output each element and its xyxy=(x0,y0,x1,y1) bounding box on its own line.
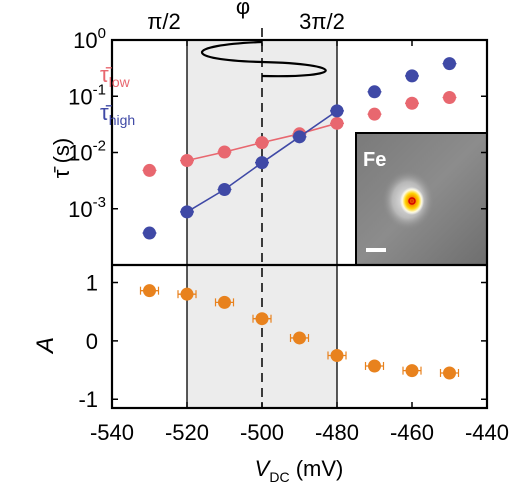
data-point-low xyxy=(368,107,381,121)
data-point-low xyxy=(330,116,344,130)
data-point-amplitude xyxy=(218,295,231,309)
data-point-high xyxy=(368,85,381,99)
legend-low: τ̄low xyxy=(100,62,131,90)
data-point-low xyxy=(443,91,456,105)
x-axis-label: VDC (mV) xyxy=(255,456,344,485)
data-point-amplitude xyxy=(180,287,194,301)
data-point-low xyxy=(180,154,194,168)
data-point-amplitude xyxy=(405,364,419,378)
y-tick-label: 1 xyxy=(86,271,98,296)
x-tick-label: -480 xyxy=(315,420,359,445)
y-tick-label: 10-2 xyxy=(68,138,106,166)
data-point-low xyxy=(143,163,156,177)
data-point-low xyxy=(255,136,269,150)
svg-text:τ̄ (s): τ̄ (s) xyxy=(49,138,74,178)
y-axis-label-top-text: τ̄ (s) xyxy=(49,138,74,178)
data-point-amplitude xyxy=(330,348,344,362)
phase-oscillation-curve xyxy=(200,40,327,78)
data-point-amplitude xyxy=(143,284,156,298)
axis-ticks xyxy=(111,39,488,408)
data-point-high xyxy=(180,205,194,219)
inset-label: Fe xyxy=(363,149,386,171)
x-tick-label: -500 xyxy=(240,420,284,445)
data-point-low xyxy=(218,145,231,159)
data-point-high xyxy=(255,156,269,170)
data-point-amplitude xyxy=(368,359,381,373)
tau-series xyxy=(142,57,457,240)
vertical-guide-lines xyxy=(186,28,338,408)
data-point-high xyxy=(443,57,456,71)
phase-label-left: π/2 xyxy=(147,9,181,34)
x-tick-label: -440 xyxy=(465,420,509,445)
y-tick-labels-top: 100 10-1 10-2 10-3 xyxy=(68,25,106,222)
y-tick-labels-bottom: 1 0 -1 xyxy=(78,271,98,413)
y-tick-label: 10-3 xyxy=(68,194,106,222)
data-point-high xyxy=(293,130,306,144)
inset-stm-image: Fe xyxy=(355,132,488,266)
data-point-high xyxy=(143,226,156,240)
legend-high: τ̄high xyxy=(100,100,135,128)
data-point-low xyxy=(405,96,419,110)
y-tick-label: -1 xyxy=(78,387,98,412)
y-tick-label: 0 xyxy=(86,329,98,354)
x-tick-label: -540 xyxy=(90,420,134,445)
amplitude-series xyxy=(139,284,460,380)
x-tick-label: -460 xyxy=(390,420,434,445)
data-point-high xyxy=(405,69,419,83)
data-point-high xyxy=(330,104,344,118)
inset-scale-bar xyxy=(366,248,386,252)
axes-frame xyxy=(110,38,489,410)
data-point-amplitude xyxy=(443,366,456,380)
y-tick-label: 100 xyxy=(73,25,106,53)
data-point-amplitude xyxy=(255,312,269,326)
phase-label-right: 3π/2 xyxy=(299,9,345,34)
data-point-amplitude xyxy=(293,331,306,345)
x-tick-label: -520 xyxy=(165,420,209,445)
x-tick-labels: -540 -520 -500 -480 -460 -440 xyxy=(90,420,509,445)
phi-label: φ xyxy=(236,0,250,19)
y-axis-label-top: τ̄ (s) xyxy=(49,138,74,178)
y-tick-label: 10-1 xyxy=(68,81,106,109)
y-axis-label-bottom: A xyxy=(32,337,59,355)
data-point-high xyxy=(218,182,231,196)
